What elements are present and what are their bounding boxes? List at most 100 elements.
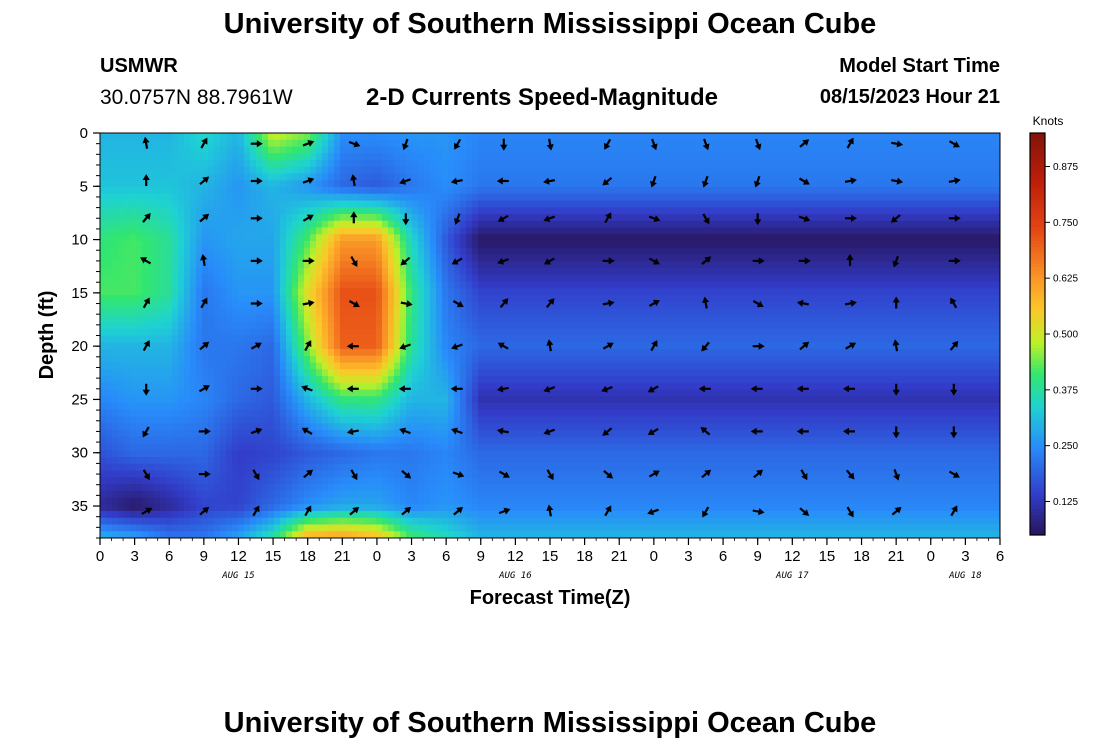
heat-cell (112, 173, 119, 181)
heat-cell (508, 355, 515, 364)
heat-cell (544, 531, 551, 538)
heat-cell (370, 517, 377, 526)
heat-cell (442, 200, 449, 208)
heat-cell (406, 234, 413, 242)
heat-cell (262, 268, 269, 276)
heat-cell (262, 470, 269, 478)
station-coordinates: 30.0757N 88.7961W (100, 86, 293, 109)
heat-cell (214, 524, 221, 532)
heat-cell (172, 146, 179, 154)
heat-cell (502, 153, 509, 161)
heat-cell (136, 443, 143, 451)
heat-cell (550, 301, 557, 310)
heat-cell (358, 308, 365, 316)
heat-cell (268, 268, 275, 276)
heat-cell (370, 328, 377, 337)
heat-cell (394, 234, 401, 242)
heat-cell (508, 403, 515, 411)
heat-cell (106, 409, 113, 418)
heat-cell (220, 288, 227, 296)
heat-cell (340, 423, 347, 431)
heat-cell (544, 517, 551, 526)
heat-cell (496, 504, 503, 512)
heat-cell (424, 328, 431, 337)
heat-cell (202, 416, 209, 424)
heat-cell (496, 173, 503, 181)
heat-cell (250, 396, 257, 404)
heat-cell (358, 227, 365, 235)
heat-cell (184, 315, 191, 323)
heat-cell (424, 261, 431, 269)
heat-cell (550, 322, 557, 330)
heat-cell (316, 180, 323, 188)
heat-cell (508, 524, 515, 532)
heat-cell (334, 180, 341, 188)
heat-cell (292, 443, 299, 451)
heat-cell (142, 166, 149, 175)
heat-cell (268, 322, 275, 330)
heat-cell (316, 355, 323, 364)
heat-cell (382, 531, 389, 538)
heat-cell (508, 261, 515, 269)
heat-cell (280, 254, 287, 262)
heat-cell (370, 423, 377, 431)
heat-cell (394, 490, 401, 499)
heat-cell (376, 355, 383, 364)
heat-cell (160, 207, 167, 215)
heat-cell (562, 423, 569, 431)
heat-cell (502, 207, 509, 215)
heat-cell (532, 308, 539, 316)
heat-cell (532, 214, 539, 222)
heat-cell (160, 423, 167, 431)
heat-cell (478, 362, 485, 370)
heat-cell (124, 430, 131, 438)
heat-cell (484, 254, 491, 262)
heat-cell (334, 430, 341, 438)
heat-cell (106, 160, 113, 168)
heat-cell (502, 328, 509, 337)
heat-cell (388, 322, 395, 330)
heat-cell (526, 511, 533, 519)
heat-cell (280, 376, 287, 384)
heat-cell (592, 511, 599, 519)
heat-cell (502, 477, 509, 485)
heat-cell (280, 328, 287, 337)
heat-cell (508, 187, 515, 195)
heat-cell (130, 322, 137, 330)
heat-cell (124, 531, 131, 538)
heat-cell (454, 484, 461, 492)
heat-cell (136, 315, 143, 323)
heat-cell (298, 369, 305, 377)
heat-cell (190, 423, 197, 431)
heat-cell (298, 308, 305, 316)
heat-cell (514, 254, 521, 262)
heat-cell (412, 497, 419, 505)
heat-cell (580, 187, 587, 195)
heat-cell (232, 288, 239, 296)
heat-cell (436, 457, 443, 465)
heat-cell (268, 457, 275, 465)
heat-cell (274, 423, 281, 431)
heat-cell (118, 193, 125, 202)
heat-cell (232, 490, 239, 499)
heat-cell (364, 261, 371, 269)
heat-cell (460, 416, 467, 424)
heat-cell (562, 139, 569, 148)
heat-cell (364, 355, 371, 364)
heat-cell (148, 261, 155, 269)
heat-cell (322, 484, 329, 492)
heat-cell (202, 328, 209, 337)
heat-cell (208, 477, 215, 485)
heat-cell (346, 477, 353, 485)
heat-cell (310, 268, 317, 276)
heat-cell (232, 160, 239, 168)
heat-cell (514, 436, 521, 445)
heat-cell (436, 403, 443, 411)
heat-cell (460, 220, 467, 229)
heat-cell (166, 409, 173, 418)
heat-cell (418, 362, 425, 370)
heat-cell (520, 497, 527, 505)
heat-cell (112, 166, 119, 175)
heat-cell (562, 517, 569, 526)
heat-cell (334, 450, 341, 458)
